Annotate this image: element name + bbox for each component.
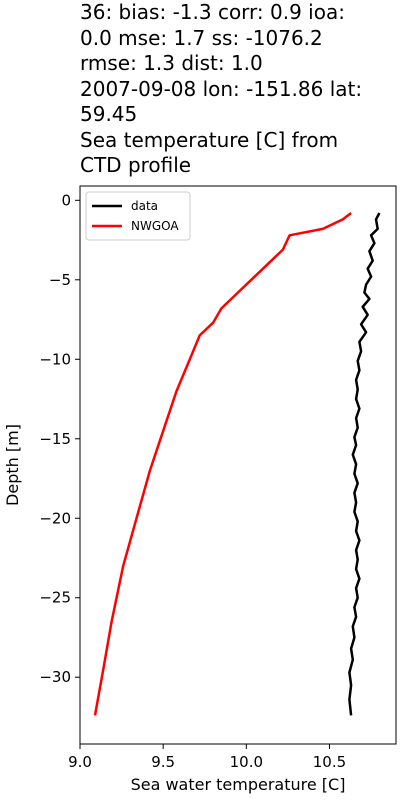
axes-frame <box>79 185 397 745</box>
title-line: rmse: 1.3 dist: 1.0 <box>80 51 263 75</box>
y-tick-label: −10 <box>39 350 71 368</box>
x-axis-ticks: 9.0 9.5 10.0 10.5 <box>68 744 346 771</box>
x-tick-label: 9.0 <box>68 753 92 771</box>
y-axis-label: Depth [m] <box>3 424 22 506</box>
y-tick-label: −15 <box>39 430 71 448</box>
y-tick-label: −30 <box>39 668 71 686</box>
legend: data NWGOA <box>85 191 191 241</box>
x-axis-label: Sea water temperature [C] <box>131 775 346 794</box>
x-tick-label: 10.0 <box>230 753 263 771</box>
series-line-data <box>348 212 381 716</box>
title-line: 0.0 mse: 1.7 ss: -1076.2 <box>80 25 323 50</box>
title-line: Sea temperature [C] from <box>80 127 339 152</box>
legend-label-nwgoa: NWGOA <box>131 219 179 233</box>
y-tick-label: −20 <box>39 509 71 527</box>
x-tick-label: 10.5 <box>313 753 346 771</box>
y-tick-label: 0 <box>61 191 71 209</box>
y-axis-ticks: 0 −5 −10 −15 −20 −25 −30 <box>39 191 80 686</box>
series-line-nwgoa <box>93 212 352 716</box>
y-tick-label: −25 <box>39 589 71 607</box>
title-line: 59.45 <box>80 102 138 126</box>
legend-box <box>85 191 191 241</box>
title-line: 2007-09-08 lon: -151.86 lat: <box>80 76 363 101</box>
title-line: 36: bias: -1.3 corr: 0.9 ioa: <box>80 0 345 24</box>
title-line: CTD profile <box>80 153 192 177</box>
chart-title: 36: bias: -1.3 corr: 0.9 ioa: 0.0 mse: 1.… <box>80 0 396 179</box>
series-layer <box>93 212 381 716</box>
y-tick-label: −5 <box>49 271 71 289</box>
legend-label-data: data <box>131 199 158 213</box>
x-tick-label: 9.5 <box>151 753 175 771</box>
